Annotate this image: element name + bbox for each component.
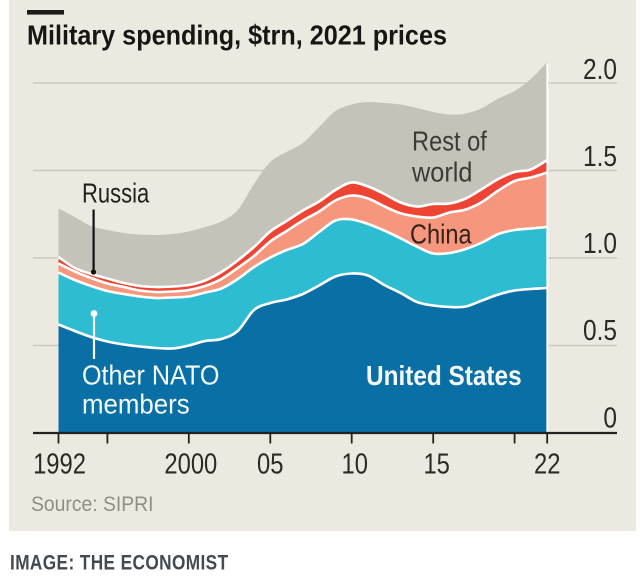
svg-text:Source: SIPRI: Source: SIPRI bbox=[31, 492, 154, 516]
svg-text:IMAGE: THE ECONOMIST: IMAGE: THE ECONOMIST bbox=[10, 552, 229, 575]
svg-text:world: world bbox=[411, 157, 472, 188]
svg-text:15: 15 bbox=[423, 447, 449, 480]
svg-text:Rest of: Rest of bbox=[412, 127, 488, 157]
svg-text:Other NATO: Other NATO bbox=[82, 359, 219, 390]
svg-text:Military spending, $trn, 2021: Military spending, $trn, 2021 prices bbox=[27, 19, 447, 51]
svg-text:1.0: 1.0 bbox=[583, 227, 617, 259]
svg-text:0: 0 bbox=[603, 402, 617, 434]
svg-text:1.5: 1.5 bbox=[583, 140, 617, 172]
svg-text:2.0: 2.0 bbox=[583, 53, 617, 85]
svg-text:2000: 2000 bbox=[164, 447, 217, 480]
svg-text:China: China bbox=[410, 220, 472, 250]
svg-text:22: 22 bbox=[534, 447, 560, 480]
svg-text:Russia: Russia bbox=[82, 178, 149, 209]
svg-text:0.5: 0.5 bbox=[583, 314, 617, 346]
svg-text:members: members bbox=[82, 389, 190, 420]
svg-text:1992: 1992 bbox=[33, 447, 86, 480]
svg-text:05: 05 bbox=[257, 447, 283, 480]
svg-text:United States: United States bbox=[366, 359, 522, 391]
svg-text:10: 10 bbox=[342, 447, 368, 480]
